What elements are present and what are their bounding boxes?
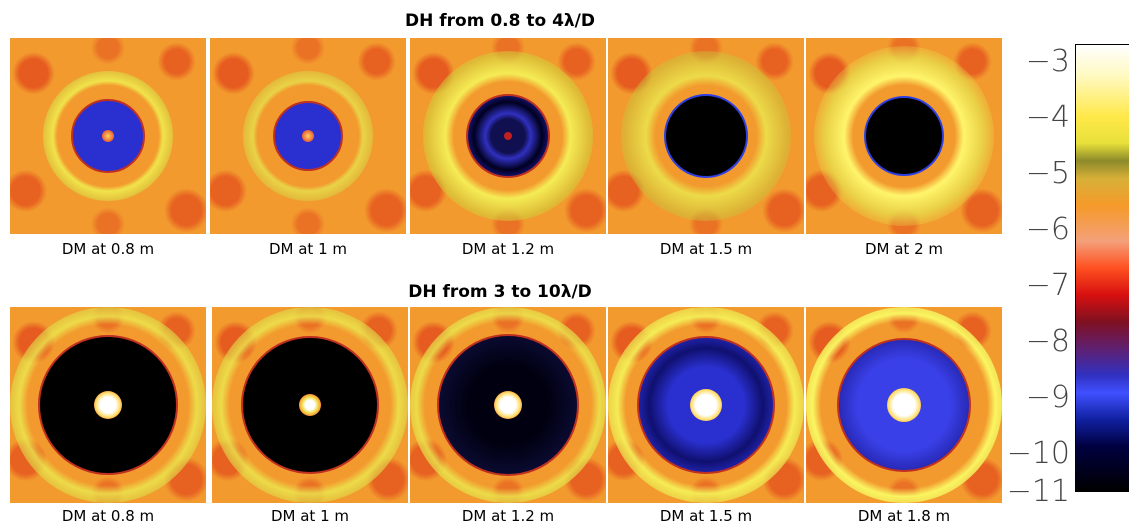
caption-top-5: DM at 2 m: [864, 240, 944, 258]
center-spot: [299, 394, 321, 416]
colorbar-tick: −10: [1006, 436, 1070, 471]
panel-bottom-5: [806, 307, 1002, 503]
panel-bottom-2: [212, 307, 408, 503]
colorbar-tick: −11: [1006, 474, 1070, 509]
colorbar-tick: −3: [1025, 44, 1070, 79]
dark-hole: [71, 99, 145, 173]
panel-top-1: [10, 38, 206, 234]
colorbar-tick: −9: [1025, 380, 1070, 415]
panel-bottom-3: [410, 307, 606, 503]
center-spot: [102, 130, 114, 142]
panel-top-3: [410, 38, 606, 234]
panel-top-5: [806, 38, 1002, 234]
panel-bottom-1: [10, 307, 206, 503]
title-top: DH from 0.8 to 4λ/D: [404, 11, 595, 31]
center-spot: [887, 388, 921, 422]
center-spot: [302, 130, 314, 142]
caption-top-1: DM at 0.8 m: [61, 240, 155, 258]
colorbar: [1075, 44, 1129, 492]
panel-top-4: [608, 38, 804, 234]
caption-bottom-2: DM at 1 m: [270, 507, 350, 525]
caption-top-3: DM at 1.2 m: [461, 240, 555, 258]
caption-bottom-4: DM at 1.5 m: [659, 507, 753, 525]
panel-bottom-4: [608, 307, 804, 503]
caption-bottom-3: DM at 1.2 m: [461, 507, 555, 525]
center-spot: [94, 391, 122, 419]
colorbar-tick: −5: [1025, 156, 1070, 191]
colorbar-tick: −4: [1025, 100, 1070, 135]
dark-hole: [664, 94, 748, 178]
panel-top-2: [210, 38, 406, 234]
colorbar-tick: −8: [1025, 324, 1070, 359]
caption-bottom-1: DM at 0.8 m: [61, 507, 155, 525]
title-bottom: DH from 3 to 10λ/D: [408, 282, 592, 302]
center-spot: [504, 132, 512, 140]
center-spot: [690, 389, 722, 421]
colorbar-tick: −6: [1025, 212, 1070, 247]
dark-hole: [864, 96, 944, 176]
colorbar-tick: −7: [1025, 268, 1070, 303]
caption-top-4: DM at 1.5 m: [659, 240, 753, 258]
caption-bottom-5: DM at 1.8 m: [857, 507, 951, 525]
center-spot: [494, 391, 522, 419]
caption-top-2: DM at 1 m: [268, 240, 348, 258]
